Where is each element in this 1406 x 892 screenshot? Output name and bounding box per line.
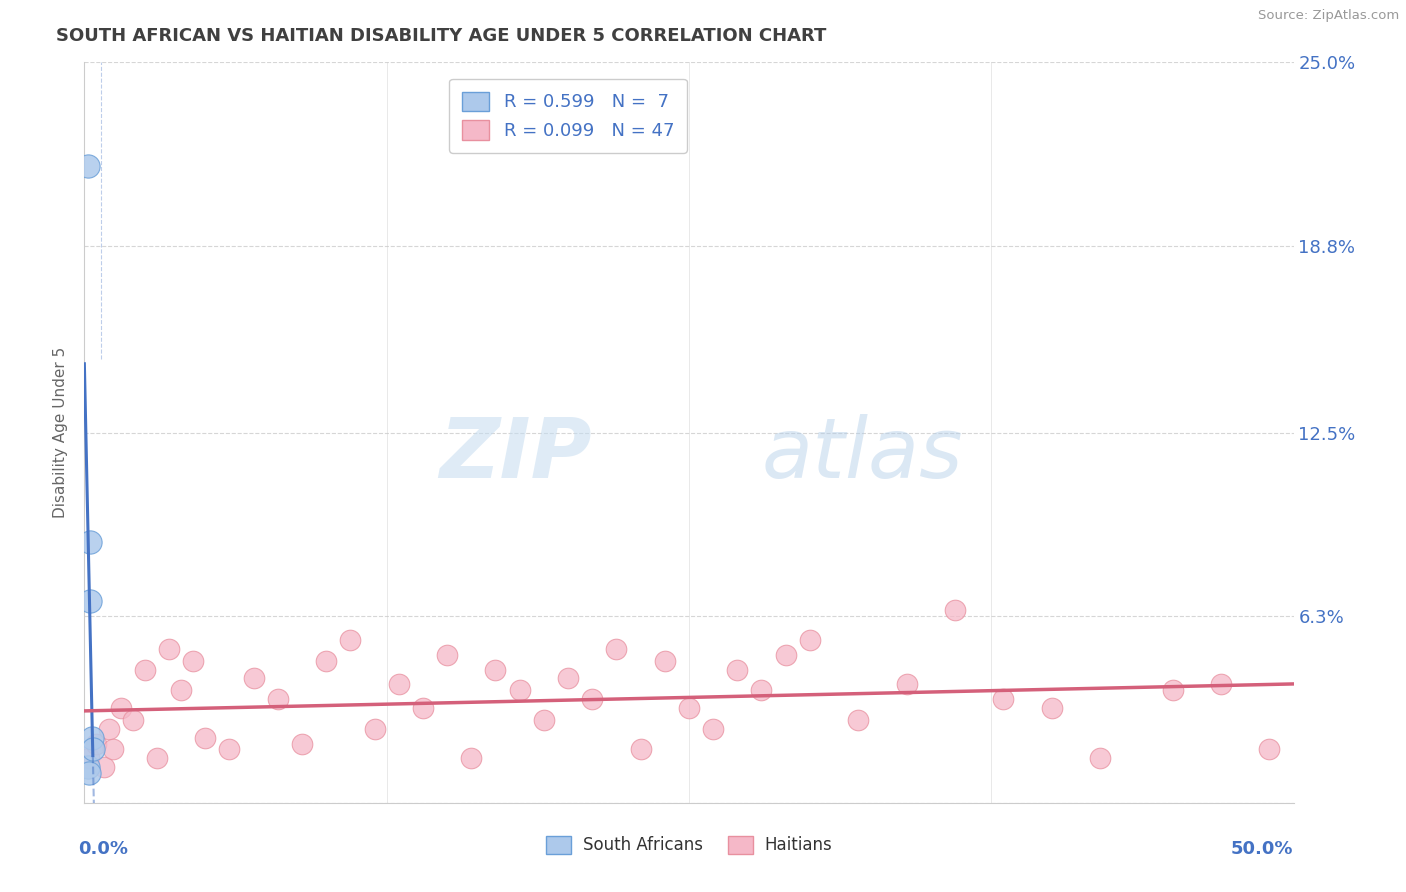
Point: [1040, 701, 1063, 715]
Point: [77, 766, 100, 780]
Point: [702, 722, 724, 736]
Point: [725, 663, 748, 677]
Point: [775, 648, 797, 662]
Point: [79, 535, 101, 549]
Point: [678, 701, 700, 715]
Text: SOUTH AFRICAN VS HAITIAN DISABILITY AGE UNDER 5 CORRELATION CHART: SOUTH AFRICAN VS HAITIAN DISABILITY AGE …: [56, 27, 827, 45]
Point: [103, 742, 125, 756]
Point: [943, 603, 966, 617]
Point: [86, 737, 108, 751]
Point: [412, 701, 434, 715]
Point: [993, 692, 1015, 706]
Point: [846, 713, 869, 727]
Point: [460, 751, 482, 765]
Point: [799, 632, 821, 647]
Text: Source: ZipAtlas.com: Source: ZipAtlas.com: [1258, 9, 1399, 22]
Point: [77, 159, 100, 173]
Point: [82, 742, 104, 756]
Point: [363, 722, 385, 736]
Point: [157, 641, 180, 656]
Point: [121, 713, 143, 727]
Point: [1209, 677, 1232, 691]
Point: [630, 742, 652, 756]
Legend: South Africans, Haitians: South Africans, Haitians: [540, 829, 838, 861]
Point: [509, 683, 531, 698]
Point: [315, 654, 337, 668]
Point: [97, 722, 120, 736]
Point: [605, 641, 627, 656]
Point: [1088, 751, 1111, 765]
Point: [79, 594, 101, 608]
Text: 50.0%: 50.0%: [1232, 840, 1294, 858]
Point: [436, 648, 458, 662]
Point: [93, 760, 115, 774]
Text: ZIP: ZIP: [440, 414, 592, 495]
Point: [557, 672, 579, 686]
Point: [181, 654, 204, 668]
Point: [654, 654, 676, 668]
Y-axis label: Disability Age Under 5: Disability Age Under 5: [53, 347, 69, 518]
Point: [170, 683, 193, 698]
Point: [267, 692, 290, 706]
Point: [77, 760, 100, 774]
Point: [896, 677, 918, 691]
Point: [581, 692, 603, 706]
Point: [218, 742, 240, 756]
Point: [77, 751, 100, 765]
Point: [291, 737, 314, 751]
Point: [388, 677, 411, 691]
Point: [339, 632, 361, 647]
Point: [1161, 683, 1184, 698]
Point: [751, 683, 773, 698]
Point: [134, 663, 156, 677]
Point: [194, 731, 217, 745]
Text: atlas: atlas: [762, 414, 963, 495]
Text: 0.0%: 0.0%: [79, 840, 128, 858]
Point: [80, 731, 103, 745]
Point: [146, 751, 169, 765]
Point: [1258, 742, 1281, 756]
Point: [110, 701, 132, 715]
Point: [533, 713, 555, 727]
Point: [484, 663, 506, 677]
Point: [242, 672, 264, 686]
